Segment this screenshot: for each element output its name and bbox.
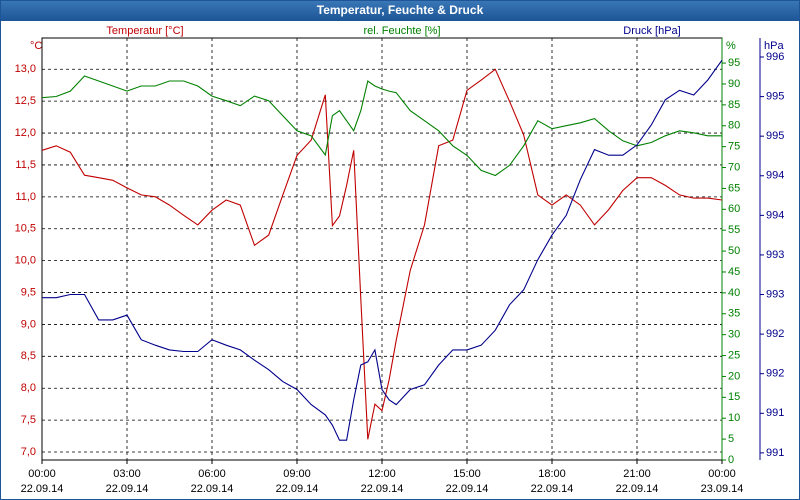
y2-tick-label: 60 xyxy=(728,203,740,215)
y3-tick-label: 995 xyxy=(766,90,784,102)
y2-tick-label: 45 xyxy=(728,266,740,278)
y-axis-unit: °C xyxy=(30,40,42,52)
y3-tick-label: 995 xyxy=(766,130,784,142)
y3-tick-label: 996 xyxy=(766,51,784,63)
y-tick-label: 10,0 xyxy=(15,255,36,267)
title-bar xyxy=(0,0,800,21)
y-tick-label: 11,0 xyxy=(15,191,36,203)
y-tick-label: 12,0 xyxy=(15,127,36,139)
y2-tick-label: 0 xyxy=(728,454,734,466)
y-tick-label: 8,0 xyxy=(21,382,36,394)
y2-tick-label: 90 xyxy=(728,78,740,90)
legend-label: rel. Feuchte [%] xyxy=(363,25,440,37)
y2-tick-label: 30 xyxy=(728,329,740,341)
y3-tick-label: 991 xyxy=(766,407,784,419)
y2-tick-label: 10 xyxy=(728,412,740,424)
y3-tick-label: 994 xyxy=(766,209,784,221)
y-tick-label: 13,0 xyxy=(15,63,36,75)
y-tick-label: 9,0 xyxy=(21,318,36,330)
y-tick-label: 7,0 xyxy=(21,446,36,458)
y3-tick-label: 992 xyxy=(766,368,784,380)
y2-tick-label: 65 xyxy=(728,182,740,194)
y-tick-label: 11,5 xyxy=(15,159,36,171)
y2-axis-unit: % xyxy=(726,40,736,52)
y2-tick-label: 95 xyxy=(728,57,740,69)
y-tick-label: 8,5 xyxy=(21,350,36,362)
x-tick-label: 09:00 22.09.14 xyxy=(275,468,319,495)
y2-tick-label: 85 xyxy=(728,99,740,111)
x-tick-label: 21:00 22.09.14 xyxy=(615,468,659,495)
x-tick-label: 15:00 22.09.14 xyxy=(445,468,489,495)
x-tick-label: 18:00 22.09.14 xyxy=(530,468,574,495)
y2-tick-label: 35 xyxy=(728,308,740,320)
x-tick-label: 00:00 23.09.14 xyxy=(700,468,744,495)
y3-axis-unit: hPa xyxy=(764,40,784,52)
y2-tick-label: 40 xyxy=(728,287,740,299)
x-tick-label: 03:00 22.09.14 xyxy=(105,468,149,495)
y-tick-label: 12,5 xyxy=(15,95,36,107)
y2-tick-label: 70 xyxy=(728,161,740,173)
series-line xyxy=(41,68,723,440)
x-tick-label: 12:00 22.09.14 xyxy=(360,468,404,495)
series-line xyxy=(41,75,722,177)
y3-tick-label: 992 xyxy=(766,328,784,340)
y2-tick-label: 80 xyxy=(728,120,740,132)
y2-tick-label: 75 xyxy=(728,141,740,153)
series-line xyxy=(42,59,723,441)
y3-tick-label: 993 xyxy=(766,288,784,300)
y3-tick-label: 994 xyxy=(766,170,784,182)
x-tick-label: 00:00 22.09.14 xyxy=(20,468,64,495)
y-tick-label: 10,5 xyxy=(15,223,36,235)
y2-tick-label: 5 xyxy=(728,433,734,445)
chart-title: Temperatur, Feuchte & Druck xyxy=(317,3,484,17)
x-tick-label: 06:00 22.09.14 xyxy=(190,468,234,495)
y3-tick-label: 991 xyxy=(766,447,784,459)
y-tick-label: 7,5 xyxy=(21,414,36,426)
y2-tick-label: 20 xyxy=(728,370,740,382)
y3-tick-label: 993 xyxy=(766,249,784,261)
y2-tick-label: 15 xyxy=(728,391,740,403)
legend-label: Temperatur [°C] xyxy=(106,25,183,37)
y2-tick-label: 25 xyxy=(728,349,740,361)
y2-tick-label: 55 xyxy=(728,224,740,236)
y2-tick-label: 50 xyxy=(728,245,740,257)
legend-label: Druck [hPa] xyxy=(623,25,680,37)
y-tick-label: 9,5 xyxy=(21,286,36,298)
